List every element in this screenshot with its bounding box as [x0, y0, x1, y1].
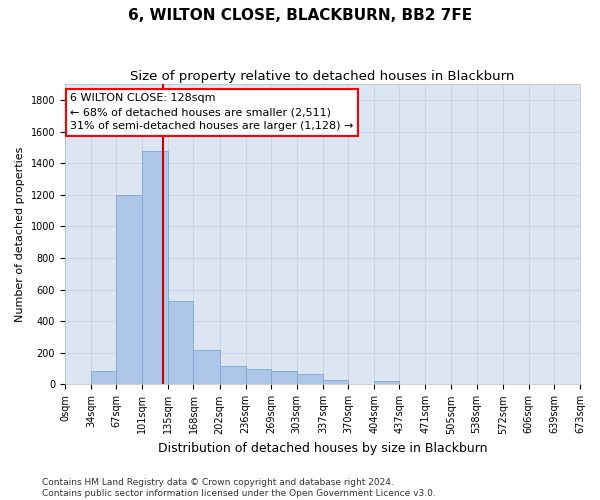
Bar — [297, 374, 323, 384]
Text: Contains HM Land Registry data © Crown copyright and database right 2024.
Contai: Contains HM Land Registry data © Crown c… — [42, 478, 436, 498]
Bar — [91, 371, 116, 384]
Bar — [142, 150, 168, 384]
Text: 6, WILTON CLOSE, BLACKBURN, BB2 7FE: 6, WILTON CLOSE, BLACKBURN, BB2 7FE — [128, 8, 472, 22]
Y-axis label: Number of detached properties: Number of detached properties — [15, 146, 25, 322]
Text: 6 WILTON CLOSE: 128sqm
← 68% of detached houses are smaller (2,511)
31% of semi-: 6 WILTON CLOSE: 128sqm ← 68% of detached… — [70, 93, 353, 131]
Bar — [193, 350, 220, 384]
Bar — [168, 300, 193, 384]
Bar — [374, 381, 400, 384]
Bar — [220, 366, 245, 384]
Bar — [245, 368, 271, 384]
Bar — [271, 371, 297, 384]
Title: Size of property relative to detached houses in Blackburn: Size of property relative to detached ho… — [130, 70, 515, 83]
X-axis label: Distribution of detached houses by size in Blackburn: Distribution of detached houses by size … — [158, 442, 487, 455]
Bar — [323, 380, 348, 384]
Bar — [116, 195, 142, 384]
